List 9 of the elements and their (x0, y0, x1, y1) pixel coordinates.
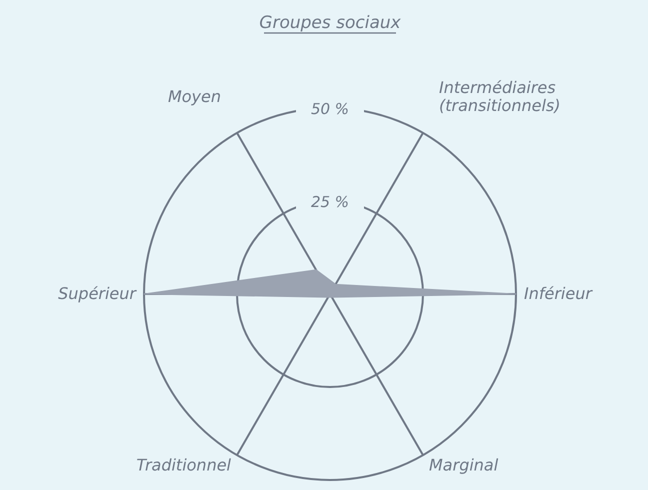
spoke-label: Traditionnel (136, 455, 232, 474)
y-tick-label: 50 % (310, 100, 350, 118)
chart-title: Groupes sociaux (259, 13, 402, 33)
spoke-label: Intermédiaires (transitionnels) (439, 78, 560, 116)
spoke-label: Inférieur (524, 284, 594, 303)
spoke-label: Supérieur (58, 284, 138, 303)
spoke-label: Marginal (429, 455, 499, 474)
y-tick-label: 25 % (310, 193, 350, 211)
spoke-label: Moyen (168, 87, 221, 106)
